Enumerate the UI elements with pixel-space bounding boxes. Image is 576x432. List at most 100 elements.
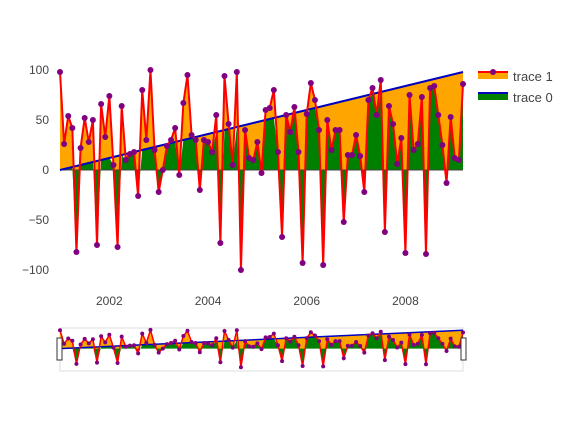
legend-label: trace 0 bbox=[513, 90, 553, 105]
trace-1-point bbox=[344, 152, 351, 158]
range-slider-point bbox=[197, 350, 202, 355]
trace-1-point bbox=[168, 137, 175, 143]
y-tick-label: 0 bbox=[42, 163, 49, 177]
range-slider-point bbox=[259, 347, 264, 352]
trace-1-point bbox=[57, 69, 63, 75]
range-slider-point bbox=[148, 327, 153, 332]
range-slider-left-handle[interactable] bbox=[56, 337, 63, 361]
trace-1-point bbox=[447, 114, 454, 120]
trace-1-point bbox=[348, 152, 355, 158]
range-slider-point bbox=[267, 334, 272, 339]
trace-1-point bbox=[61, 141, 68, 147]
range-slider-point bbox=[230, 345, 235, 350]
range-slider-point bbox=[173, 338, 178, 343]
range-slider-point bbox=[395, 345, 400, 350]
trace-1-point bbox=[229, 162, 236, 168]
trace-1-point bbox=[114, 244, 121, 250]
trace-1-point bbox=[94, 242, 101, 248]
range-slider-point bbox=[374, 336, 379, 341]
range-slider-point bbox=[152, 342, 157, 347]
range-slider-point bbox=[82, 336, 87, 341]
range-slider-point bbox=[325, 337, 330, 342]
trace-1-point bbox=[357, 153, 364, 159]
trace-1-point bbox=[443, 180, 450, 186]
trace-1-point bbox=[176, 172, 183, 178]
range-slider-point bbox=[169, 340, 174, 345]
range-slider-point bbox=[132, 343, 137, 348]
range-slider-point bbox=[296, 343, 301, 348]
range-slider-point bbox=[432, 330, 437, 335]
trace-1-point bbox=[402, 250, 409, 256]
main-plot-area bbox=[57, 67, 466, 273]
trace-1-point bbox=[266, 105, 273, 111]
x-tick-label: 2002 bbox=[96, 294, 123, 308]
range-slider-point bbox=[370, 331, 375, 336]
range-slider[interactable] bbox=[56, 327, 467, 372]
range-slider-point bbox=[362, 350, 367, 355]
trace-1-point bbox=[328, 147, 335, 153]
y-tick-label: −100 bbox=[22, 263, 49, 277]
range-slider-point bbox=[386, 334, 391, 339]
trace-1-point bbox=[89, 117, 96, 123]
range-slider-point bbox=[403, 362, 408, 367]
range-slider-point bbox=[271, 331, 276, 336]
range-slider-point bbox=[378, 329, 383, 334]
trace-1-point bbox=[439, 142, 446, 148]
trace-1-point bbox=[237, 267, 244, 273]
range-slider-right-handle[interactable] bbox=[460, 337, 467, 361]
range-slider-point bbox=[452, 344, 457, 349]
trace-1-point bbox=[102, 134, 109, 140]
range-slider-point bbox=[214, 336, 219, 341]
range-slider-point bbox=[74, 361, 79, 366]
trace-1-point bbox=[143, 137, 150, 143]
range-slider-point bbox=[251, 344, 256, 349]
trace-1-point bbox=[233, 69, 240, 75]
range-slider-point bbox=[103, 340, 108, 345]
range-slider-point bbox=[456, 344, 461, 349]
range-slider-point bbox=[243, 339, 248, 344]
range-slider-point bbox=[428, 331, 433, 336]
trace-1-point bbox=[147, 67, 154, 73]
range-slider-point bbox=[308, 330, 313, 335]
trace-1-point bbox=[106, 93, 113, 99]
range-slider-point bbox=[399, 340, 404, 345]
range-slider-point bbox=[329, 342, 334, 347]
trace-1-point bbox=[172, 125, 179, 131]
trace-1-point bbox=[85, 139, 92, 145]
range-slider-point bbox=[341, 356, 346, 361]
range-slider-point bbox=[461, 330, 465, 335]
range-slider-point bbox=[95, 360, 100, 365]
legend-item-trace-0[interactable]: trace 0 bbox=[478, 90, 553, 105]
trace-1-point bbox=[192, 137, 199, 143]
legend[interactable]: trace 1 trace 0 bbox=[478, 69, 553, 105]
range-slider-point bbox=[193, 340, 198, 345]
range-slider-point bbox=[201, 340, 206, 345]
trace-1-point bbox=[77, 145, 84, 151]
range-slider-point bbox=[218, 360, 223, 365]
trace-1-point bbox=[394, 161, 401, 167]
range-slider-point bbox=[317, 339, 322, 344]
range-slider-point bbox=[78, 342, 83, 347]
range-slider-point bbox=[107, 332, 112, 337]
trace-1-point bbox=[110, 162, 117, 168]
range-slider-point bbox=[119, 334, 124, 339]
trace-1-point bbox=[324, 117, 331, 123]
trace-1-point bbox=[299, 260, 306, 266]
trace-1-point bbox=[163, 143, 170, 149]
range-slider-point bbox=[423, 362, 428, 367]
trace-1-point bbox=[373, 112, 380, 118]
trace-1-point bbox=[180, 100, 187, 106]
legend-swatch-fill bbox=[478, 72, 508, 79]
trace-1-point bbox=[291, 104, 298, 110]
range-slider-point bbox=[358, 343, 363, 348]
range-slider-point bbox=[164, 342, 169, 347]
range-slider-point bbox=[58, 328, 62, 333]
trace-1-point bbox=[270, 87, 277, 93]
range-slider-point bbox=[444, 348, 449, 353]
trace-1-point bbox=[242, 127, 249, 133]
range-slider-point bbox=[255, 341, 260, 346]
range-slider-point bbox=[312, 333, 317, 338]
legend-item-trace-1[interactable]: trace 1 bbox=[478, 69, 553, 84]
range-slider-point bbox=[275, 343, 280, 348]
range-slider-point bbox=[300, 363, 305, 368]
